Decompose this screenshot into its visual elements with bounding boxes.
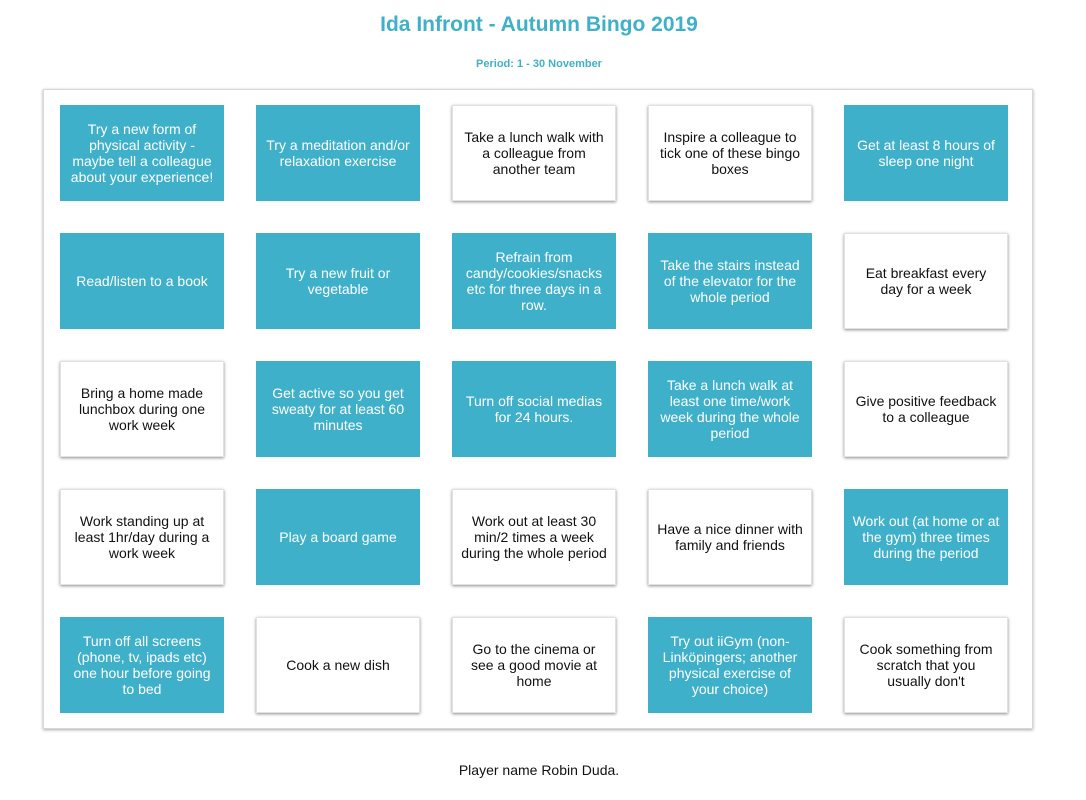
bingo-cell-text: Work standing up at least 1hr/day during… <box>74 513 210 561</box>
bingo-cell-text: Try a new form of physical activity - ma… <box>70 121 214 185</box>
bingo-cell[interactable]: Try a meditation and/or relaxation exerc… <box>256 105 420 201</box>
bingo-cell[interactable]: Take a lunch walk with a colleague from … <box>452 105 616 201</box>
bingo-cell[interactable]: Try out iiGym (non-Linköpingers; another… <box>648 617 812 713</box>
bingo-board: Try a new form of physical activity - ma… <box>43 89 1033 729</box>
bingo-cell-text: Cook a new dish <box>286 657 390 673</box>
bingo-cell-text: Get at least 8 hours of sleep one night <box>857 137 995 169</box>
bingo-cell[interactable]: Take a lunch walk at least one time/work… <box>648 361 812 457</box>
bingo-cell[interactable]: Take the stairs instead of the elevator … <box>648 233 812 329</box>
bingo-cell[interactable]: Get at least 8 hours of sleep one night <box>844 105 1008 201</box>
bingo-cell[interactable]: Read/listen to a book <box>60 233 224 329</box>
bingo-cell-text: Inspire a colleague to tick one of these… <box>659 129 801 177</box>
bingo-cell[interactable]: Work out at least 30 min/2 times a week … <box>452 489 616 585</box>
bingo-cell-text: Take a lunch walk with a colleague from … <box>464 129 604 177</box>
bingo-cell-text: Refrain from candy/cookies/snacks etc fo… <box>465 249 603 313</box>
bingo-cell[interactable]: Give positive feedback to a colleague <box>844 361 1008 457</box>
bingo-cell[interactable]: Play a board game <box>256 489 420 585</box>
bingo-cell-text: Play a board game <box>279 529 397 545</box>
bingo-cell-text: Eat breakfast every day for a week <box>865 265 987 297</box>
bingo-cell[interactable]: Turn off all screens (phone, tv, ipads e… <box>60 617 224 713</box>
bingo-cell[interactable]: Get active so you get sweaty for at leas… <box>256 361 420 457</box>
bingo-cell[interactable]: Turn off social medias for 24 hours. <box>452 361 616 457</box>
bingo-cell-text: Take a lunch walk at least one time/work… <box>660 377 800 441</box>
bingo-cell[interactable]: Inspire a colleague to tick one of these… <box>648 105 812 201</box>
bingo-cell-text: Bring a home made lunchbox during one wo… <box>78 385 206 433</box>
bingo-cell-text: Cook something from scratch that you usu… <box>859 641 993 689</box>
bingo-cell[interactable]: Refrain from candy/cookies/snacks etc fo… <box>452 233 616 329</box>
bingo-cell-text: Give positive feedback to a colleague <box>855 393 997 425</box>
bingo-cell[interactable]: Have a nice dinner with family and frien… <box>648 489 812 585</box>
bingo-cell[interactable]: Work standing up at least 1hr/day during… <box>60 489 224 585</box>
bingo-cell-text: Have a nice dinner with family and frien… <box>657 521 803 553</box>
bingo-cell-text: Work out at least 30 min/2 times a week … <box>461 513 607 561</box>
bingo-cell-text: Get active so you get sweaty for at leas… <box>271 385 405 433</box>
bingo-cell-text: Read/listen to a book <box>76 273 208 289</box>
bingo-cell[interactable]: Cook something from scratch that you usu… <box>844 617 1008 713</box>
bingo-cell-text: Turn off social medias for 24 hours. <box>465 393 603 425</box>
bingo-cell[interactable]: Work out (at home or at the gym) three t… <box>844 489 1008 585</box>
bingo-cell-text: Work out (at home or at the gym) three t… <box>852 513 1000 561</box>
bingo-cell-text: Go to the cinema or see a good movie at … <box>470 641 598 689</box>
bingo-cell[interactable]: Cook a new dish <box>256 617 420 713</box>
bingo-cell-text: Turn off all screens (phone, tv, ipads e… <box>73 633 211 697</box>
bingo-cell-text: Try out iiGym (non-Linköpingers; another… <box>662 633 798 697</box>
period-label: Period: 1 - 30 November <box>476 58 602 70</box>
bingo-cell-text: Try a new fruit or vegetable <box>285 265 391 297</box>
player-name: Player name Robin Duda. <box>458 762 620 778</box>
bingo-cell-text: Try a meditation and/or relaxation exerc… <box>266 137 410 169</box>
bingo-cell[interactable]: Try a new form of physical activity - ma… <box>60 105 224 201</box>
bingo-cell[interactable]: Try a new fruit or vegetable <box>256 233 420 329</box>
page-title: Ida Infront - Autumn Bingo 2019 <box>380 13 698 36</box>
bingo-cell[interactable]: Eat breakfast every day for a week <box>844 233 1008 329</box>
bingo-cell-text: Take the stairs instead of the elevator … <box>660 257 800 305</box>
bingo-grid: Try a new form of physical activity - ma… <box>60 105 1008 713</box>
bingo-cell[interactable]: Bring a home made lunchbox during one wo… <box>60 361 224 457</box>
bingo-cell[interactable]: Go to the cinema or see a good movie at … <box>452 617 616 713</box>
